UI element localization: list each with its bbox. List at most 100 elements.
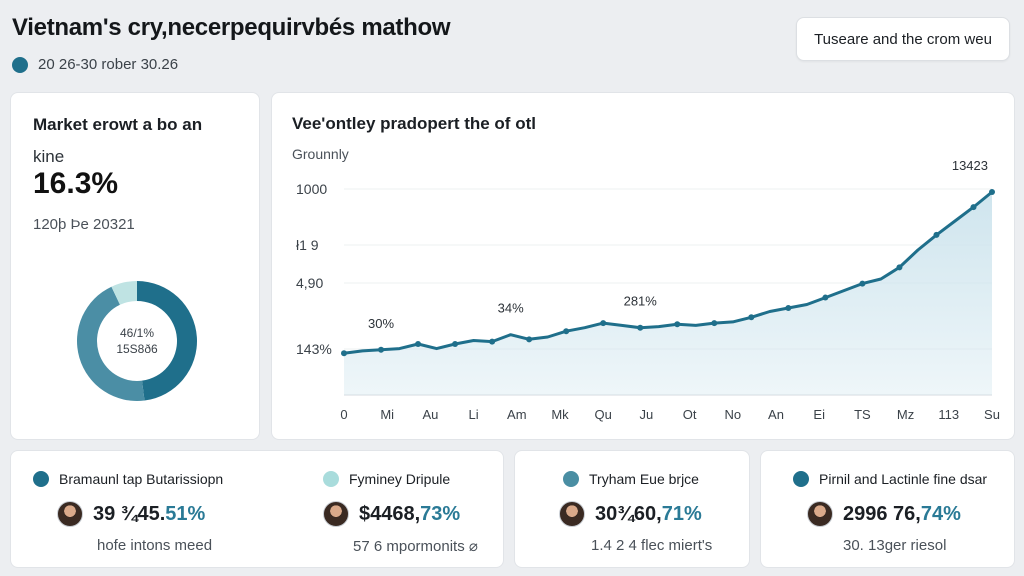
donut-center-line1: 46/1% [120,326,154,340]
stat-value-main: 2996 76, [843,502,921,525]
legend-dot-icon [323,471,339,487]
stat-card-group: Bramaunl tap Butarissiopn 39 ¾45.51% hof… [10,450,504,568]
kpi-subtext: 120þ Þe 20321 [33,216,135,233]
data-point [711,320,718,327]
avatar [57,501,83,527]
kpi-value: 16.3% [33,167,119,200]
data-point [378,346,385,353]
stat-card: Pirnil and Lactinle fine dsar 2996 76,74… [760,450,1015,568]
data-point [489,338,496,345]
x-tick-label: Mi [380,407,394,422]
data-point [526,336,533,343]
stat-value-main: 30¾60, [595,502,662,525]
stat-card: Fyminey Dripule $4468,73% 57 6 mpormonit… [293,451,503,567]
x-tick-label: Ot [683,407,697,422]
kpi-label: kine [33,147,65,166]
stat-card-foot: 30. 13ger riesol [843,537,947,554]
page-subtitle: 20 26-30 rober 30.26 [12,56,178,73]
data-point [970,204,977,211]
x-tick-label: Mz [897,407,914,422]
x-tick-label: Ei [813,407,825,422]
donut-segment-light [111,281,137,305]
stat-card-title: Tryham Eue brjce [589,471,699,487]
chart-area-fill [344,192,992,395]
x-tick-label: An [768,407,784,422]
stat-card-value: $4468,73% [323,501,460,527]
line-chart: Vee'ontley pradopert the of otl Grounnly… [292,114,1000,422]
legend-dot-icon [33,471,49,487]
legend-dot-icon [793,471,809,487]
chart-series-line [343,190,993,355]
chart-y-label: Grounnly [292,146,349,162]
stat-card-foot: 57 6 mpormonits ⌀ [353,538,478,555]
x-tick-label: Su [984,407,1000,422]
stat-value-accent: 51% [165,502,206,525]
avatar [323,501,349,527]
kpi-card: Market erowt a bo an kine 16.3% 120þ Þe … [10,92,260,440]
donut-segment-dark [137,281,198,401]
stat-card: Bramaunl tap Butarissiopn 39 ¾45.51% hof… [11,451,261,567]
stat-card-title: Bramaunl tap Butarissiopn [59,471,224,487]
page-title: Vietnam's cry,necerpequirvbés mathow [12,14,451,41]
stat-value-accent: 73% [420,502,461,525]
stat-card-head: Fyminey Dripule [323,471,450,487]
data-point [415,340,422,347]
data-point [933,231,940,238]
stat-card-title: Pirnil and Lactinle fine dsar [819,471,988,487]
y-tick-label: 4,90 [296,275,323,291]
legend-dot-icon [563,471,579,487]
x-tick-label: No [724,407,741,422]
x-tick-label: Am [507,407,527,422]
data-point [674,321,681,328]
data-point [563,328,570,335]
data-point [748,314,755,321]
stat-card-value: 2996 76,74% [807,501,961,527]
stat-value-accent: 71% [661,502,702,525]
stat-value-main: $4468, [359,502,421,525]
donut-segment-mid [76,286,145,401]
status-dot-icon [12,56,28,73]
data-point [859,280,866,287]
stat-card-value: 30¾60,71% [559,501,702,527]
stat-card-head: Tryham Eue brjce [563,471,699,487]
subtitle-text: 20 26-30 rober 30.26 [38,56,179,73]
x-tick-label: 113 [938,407,959,422]
avatar [807,501,833,527]
data-point [822,294,829,301]
data-label: 30% [368,316,394,331]
avatar [559,501,585,527]
stat-card-value: 39 ¾45.51% [57,501,205,527]
line-chart-card: Vee'ontley pradopert the of otl Grounnly… [271,92,1015,440]
data-point [896,264,903,271]
data-point [785,305,792,311]
x-tick-label: 0 [340,407,347,422]
y-tick-label: ł1 9 [296,237,319,253]
stat-card: Tryham Eue brjce 30¾60,71% 1.4 2 4 flec … [514,450,750,568]
data-point [341,350,347,357]
data-point [452,340,459,347]
x-tick-label: Au [422,407,438,422]
data-label: 34% [498,301,524,316]
stat-card-head: Bramaunl tap Butarissiopn [33,471,223,487]
stat-value-main: 39 ¾45. [93,502,166,525]
x-tick-label: Mk [551,407,569,422]
data-label: 281% [624,294,658,309]
x-tick-label: Qu [595,407,612,422]
data-point [600,320,607,327]
y-tick-label: 143% [296,341,332,357]
stat-card-head: Pirnil and Lactinle fine dsar [793,471,987,487]
data-point [637,324,644,331]
stat-card-foot: 1.4 2 4 flec miert's [591,537,713,554]
stat-card-foot: hofe intons meed [97,537,213,554]
x-tick-label: TS [854,407,871,422]
y-tick-label: 1000 [296,181,327,197]
data-label: 13423 [952,158,988,173]
stat-value-accent: 74% [920,502,961,525]
header-action-button[interactable]: Tuseare and the crom weu [796,17,1010,61]
kpi-title: Market erowt a bo an [33,115,203,134]
data-point [989,189,995,195]
chart-title: Vee'ontley pradopert the of otl [292,114,536,133]
donut-chart: 46/1% 15S8ð6 [76,281,198,401]
donut-center-line2: 15S8ð6 [116,342,158,356]
